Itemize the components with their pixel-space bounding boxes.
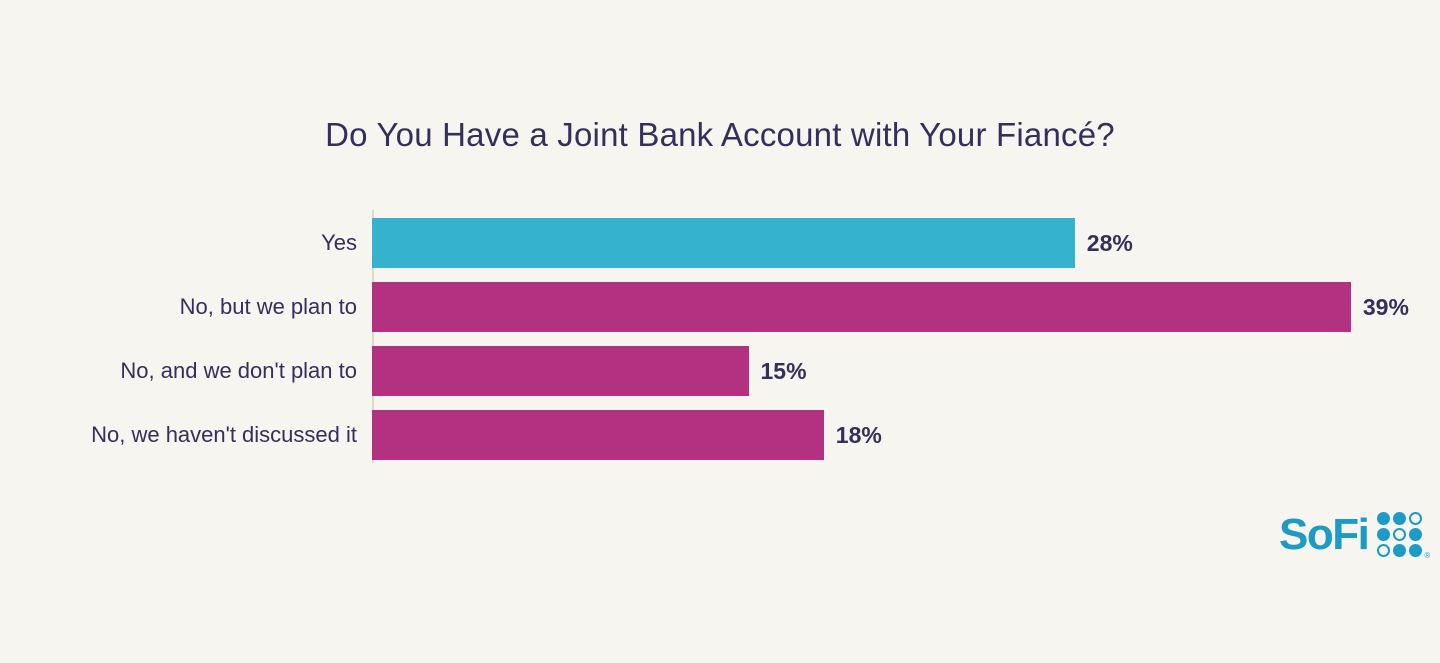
value-label: 15% (760, 357, 807, 384)
category-label: No, but we plan to (179, 293, 357, 319)
chart-row: No, but we plan to 39% (0, 282, 1440, 332)
sofi-logo: SoFi ® (1279, 509, 1430, 560)
registered-trademark: ® (1424, 551, 1431, 560)
chart-title: Do You Have a Joint Bank Account with Yo… (325, 116, 1115, 153)
category-label: No, we haven't discussed it (91, 421, 357, 447)
sofi-logo-text: SoFi (1279, 509, 1370, 559)
bar-track: 39% (372, 282, 1440, 332)
value-label: 18% (835, 421, 882, 448)
category-label: No, and we don't plan to (120, 357, 357, 383)
bar (372, 410, 824, 460)
bar (372, 218, 1075, 268)
sofi-dots-icon: ® (1377, 512, 1430, 560)
chart-row: Yes 28% (0, 218, 1440, 268)
value-label: 39% (1362, 293, 1409, 320)
bar-track: 18% (372, 410, 1440, 460)
bar (372, 346, 749, 396)
category-label: Yes (321, 229, 357, 255)
bar (372, 282, 1351, 332)
y-axis-line (372, 210, 374, 463)
bar-chart: Yes 28% No, but we plan to 39% No, and we do… (0, 218, 1440, 474)
bar-track: 15% (372, 346, 1440, 396)
chart-row: No, we haven't discussed it 18% (0, 410, 1440, 460)
chart-row: No, and we don't plan to 15% (0, 346, 1440, 396)
bar-track: 28% (372, 218, 1440, 268)
value-label: 28% (1086, 229, 1133, 256)
